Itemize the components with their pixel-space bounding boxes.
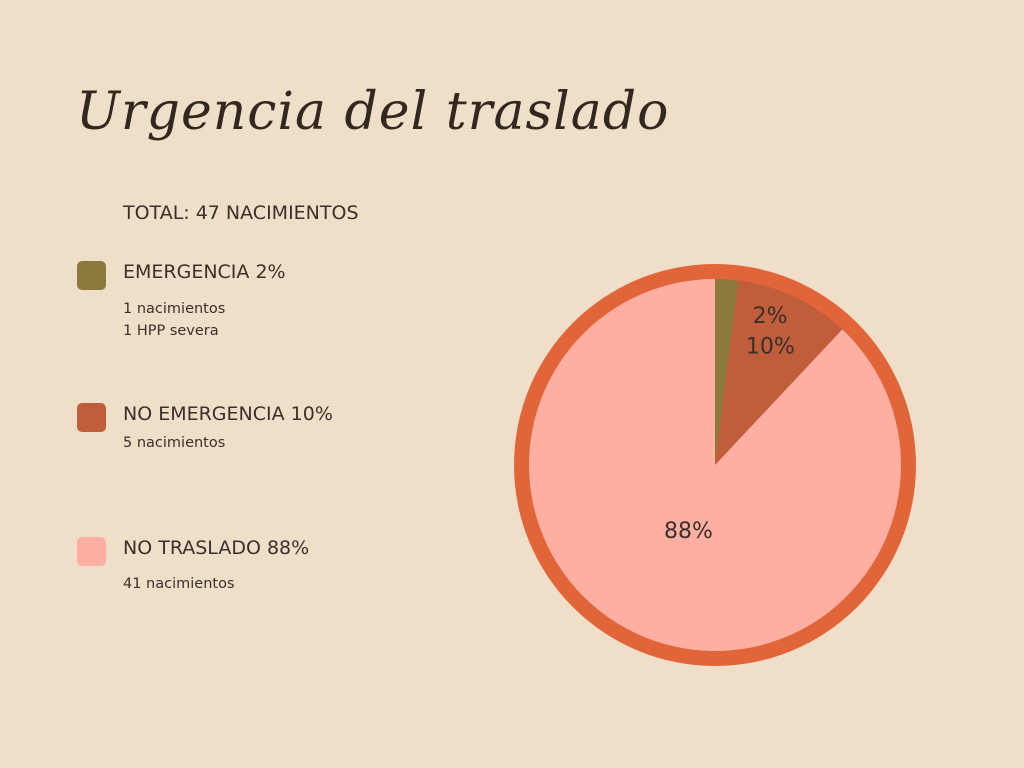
legend-swatch-no-emergencia (77, 403, 106, 432)
legend-label-emergencia: EMERGENCIA 2% (123, 261, 286, 283)
legend-details-no-emergencia: 5 nacimientos (123, 432, 225, 454)
legend-detail-line: 5 nacimientos (123, 435, 226, 451)
legend-swatch-no-traslado (77, 537, 106, 566)
legend-label-no-traslado: NO TRASLADO 88% (123, 537, 310, 559)
pie-slice-no-traslado (529, 279, 901, 652)
pie-data-label: 10% (746, 334, 795, 359)
legend-details-emergencia: 1 nacimientos 1 HPP severa (123, 298, 225, 342)
page-title: Urgencia del traslado (76, 82, 670, 142)
legend-label-no-emergencia: NO EMERGENCIA 10% (123, 403, 333, 425)
legend-detail-line: 1 HPP severa (123, 323, 219, 339)
pie-slice-emergencia (715, 279, 739, 465)
legend-detail-line: 1 nacimientos (123, 301, 226, 317)
legend-swatch-emergencia (77, 261, 106, 290)
pie-slice-no-emergencia (715, 280, 843, 465)
pie-data-label: 2% (753, 304, 788, 329)
total-label: TOTAL: 47 NACIMIENTOS (123, 202, 359, 224)
legend-detail-line: 41 nacimientos (123, 576, 235, 592)
legend-details-no-traslado: 41 nacimientos (123, 573, 235, 595)
pie-data-label: 88% (664, 519, 713, 544)
